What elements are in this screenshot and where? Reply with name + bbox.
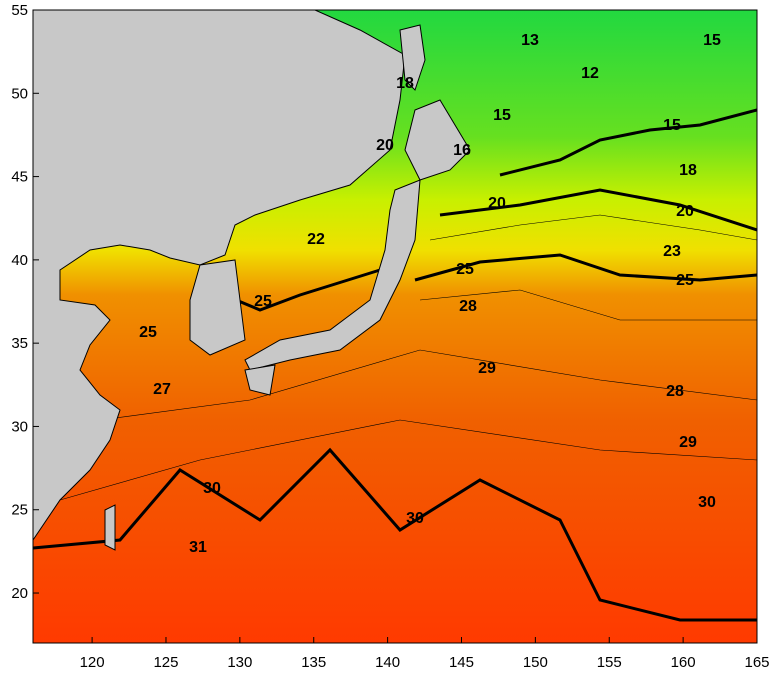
map-body [33,10,757,643]
x-tick-label: 155 [597,654,622,671]
contour-label: 28 [666,383,684,400]
contour-label: 15 [663,117,681,134]
contour-label: 23 [663,243,681,260]
contour-label: 20 [676,203,694,220]
contour-label: 30 [406,510,424,527]
contour-label: 12 [581,65,599,82]
x-tick-label: 145 [449,654,474,671]
contour-label: 18 [679,162,697,179]
y-tick-label: 25 [11,502,28,519]
y-tick-label: 50 [11,85,28,102]
frame [32,9,758,644]
contour-label: 29 [478,360,496,377]
contour-label: 13 [521,32,539,49]
x-tick-label: 125 [153,654,178,671]
x-tick-label: 120 [80,654,105,671]
contour-label: 31 [189,539,207,556]
y-tick-label: 30 [11,418,28,435]
x-tick-label: 150 [523,654,548,671]
x-tick-label: 160 [671,654,696,671]
contour-label: 25 [676,272,694,289]
contour-label: 25 [254,293,272,310]
contour-label: 30 [203,480,221,497]
contour-label: 18 [396,75,414,92]
y-tick-label: 35 [11,335,28,352]
contour-label: 27 [153,381,171,398]
x-tick-label: 165 [744,654,769,671]
contour-label: 30 [698,494,716,511]
y-tick-label: 20 [11,585,28,602]
contour-label: 20 [488,195,506,212]
contour-label: 22 [307,231,325,248]
contour-label: 25 [456,261,474,278]
contour-label: 28 [459,298,477,315]
x-tick-label: 140 [375,654,400,671]
contour-label: 29 [679,434,697,451]
contour-label: 16 [453,142,471,159]
y-tick-label: 40 [11,252,28,269]
x-tick-label: 135 [301,654,326,671]
contour-label: 25 [139,324,157,341]
land [33,10,471,551]
contour-label: 15 [703,32,721,49]
y-tick-label: 45 [11,169,28,186]
contour-label: 15 [493,107,511,124]
y-tick-label: 55 [11,2,28,19]
contour-label: 20 [376,137,394,154]
thin-contours [59,214,757,501]
x-tick-label: 130 [227,654,252,671]
